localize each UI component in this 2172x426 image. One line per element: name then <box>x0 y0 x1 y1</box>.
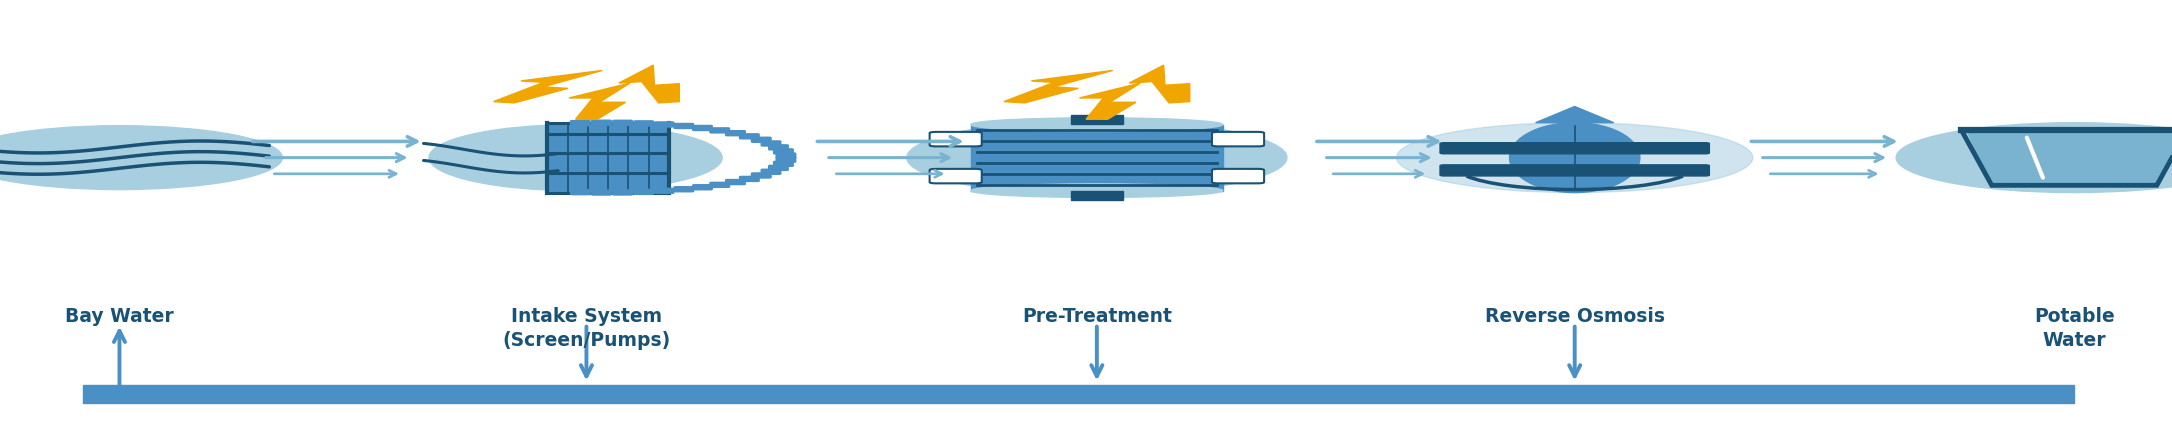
Ellipse shape <box>430 124 721 191</box>
FancyBboxPatch shape <box>673 187 693 192</box>
FancyBboxPatch shape <box>634 121 654 126</box>
Polygon shape <box>1003 70 1112 103</box>
FancyBboxPatch shape <box>775 153 795 158</box>
FancyBboxPatch shape <box>1212 132 1264 147</box>
FancyBboxPatch shape <box>752 173 771 178</box>
Polygon shape <box>1510 123 1640 193</box>
Ellipse shape <box>908 121 1286 195</box>
FancyBboxPatch shape <box>654 122 673 127</box>
Circle shape <box>1896 123 2172 193</box>
Polygon shape <box>1536 106 1614 123</box>
FancyBboxPatch shape <box>775 157 795 162</box>
FancyBboxPatch shape <box>773 149 793 154</box>
FancyBboxPatch shape <box>1071 115 1123 124</box>
Text: Intake System
(Screen/Pumps): Intake System (Screen/Pumps) <box>502 307 671 350</box>
FancyBboxPatch shape <box>571 190 591 195</box>
Text: Reverse Osmosis: Reverse Osmosis <box>1486 307 1664 326</box>
Polygon shape <box>493 70 602 103</box>
Polygon shape <box>1968 132 2172 184</box>
Polygon shape <box>569 83 630 119</box>
FancyBboxPatch shape <box>752 137 771 142</box>
FancyBboxPatch shape <box>930 132 982 147</box>
Text: Potable
Water: Potable Water <box>2033 307 2116 350</box>
FancyBboxPatch shape <box>971 124 1223 191</box>
FancyBboxPatch shape <box>693 126 712 130</box>
FancyBboxPatch shape <box>710 128 730 133</box>
FancyBboxPatch shape <box>760 141 780 146</box>
FancyBboxPatch shape <box>1440 165 1709 176</box>
FancyBboxPatch shape <box>591 190 610 195</box>
FancyBboxPatch shape <box>673 124 693 129</box>
FancyBboxPatch shape <box>741 176 760 181</box>
FancyBboxPatch shape <box>571 121 591 126</box>
FancyBboxPatch shape <box>769 165 788 170</box>
FancyBboxPatch shape <box>547 123 669 193</box>
FancyBboxPatch shape <box>769 145 788 150</box>
Ellipse shape <box>971 184 1223 198</box>
FancyBboxPatch shape <box>83 385 2074 403</box>
Text: Bay Water: Bay Water <box>65 307 174 326</box>
FancyBboxPatch shape <box>741 134 760 139</box>
FancyBboxPatch shape <box>693 185 712 190</box>
FancyBboxPatch shape <box>773 161 793 166</box>
FancyBboxPatch shape <box>634 189 654 194</box>
Polygon shape <box>1079 83 1140 119</box>
FancyBboxPatch shape <box>591 120 610 125</box>
Text: Pre-Treatment: Pre-Treatment <box>1021 307 1173 326</box>
FancyBboxPatch shape <box>613 190 632 195</box>
FancyBboxPatch shape <box>725 131 745 136</box>
Ellipse shape <box>971 118 1223 131</box>
FancyBboxPatch shape <box>725 179 745 184</box>
Circle shape <box>0 126 282 190</box>
FancyBboxPatch shape <box>1212 169 1264 183</box>
FancyBboxPatch shape <box>654 188 673 193</box>
Polygon shape <box>619 65 680 103</box>
FancyBboxPatch shape <box>1440 143 1709 154</box>
FancyBboxPatch shape <box>1071 191 1123 200</box>
FancyBboxPatch shape <box>613 120 632 125</box>
FancyBboxPatch shape <box>930 169 982 183</box>
Circle shape <box>1397 123 1753 193</box>
Polygon shape <box>1129 65 1190 103</box>
FancyBboxPatch shape <box>710 182 730 187</box>
FancyBboxPatch shape <box>760 169 780 174</box>
